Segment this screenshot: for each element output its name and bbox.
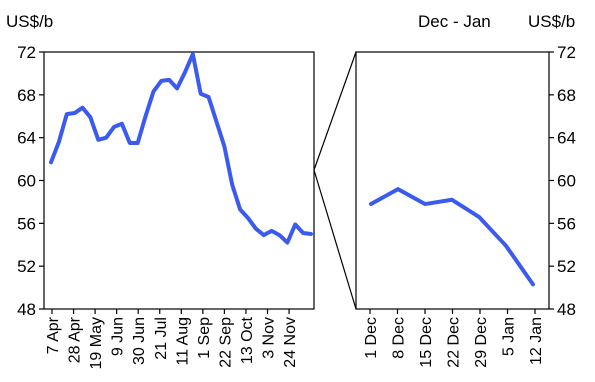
left-y-axis: 48 52 56 60 64 68 72 — [17, 43, 44, 319]
x-tick-label: 7 Apr — [45, 316, 62, 354]
right-unit-label: US$/b — [528, 12, 575, 31]
x-tick-label: 19 May — [88, 317, 105, 369]
x-tick-label: 1 Sep — [196, 317, 213, 359]
x-tick-label: 3 Nov — [261, 317, 278, 359]
right-series-group — [371, 189, 533, 284]
x-tick-label: 29 Dec — [473, 317, 490, 368]
y-tick-label: 72 — [557, 43, 576, 62]
x-tick-label: 28 Apr — [67, 316, 84, 363]
x-tick-label: 22 Sep — [217, 317, 234, 368]
x-tick-label: 5 Jan — [501, 317, 518, 356]
x-tick-label: 30 Jun — [131, 317, 148, 365]
y-tick-label: 56 — [17, 214, 36, 233]
right-chart-title: Dec - Jan — [418, 12, 491, 31]
x-tick-label: 9 Jun — [110, 317, 127, 356]
y-tick-label: 68 — [17, 86, 36, 105]
left-chart: US$/b 48 52 56 60 64 68 72 7 Apr 28 Apr 19 May 9 … — [6, 12, 314, 369]
x-tick-label: 11 Aug — [174, 317, 191, 366]
x-tick-label: 12 Jan — [528, 317, 545, 365]
right-x-axis: 1 Dec 8 Dec 15 Dec 22 Dec 29 Dec 5 Jan 12 Jan — [363, 309, 545, 368]
right-y-axis: 48 52 56 60 64 68 72 — [549, 43, 576, 319]
x-tick-label: 8 Dec — [391, 317, 408, 359]
left-plot-frame — [44, 52, 314, 309]
y-tick-label: 72 — [17, 43, 36, 62]
y-tick-label: 64 — [17, 129, 36, 148]
x-tick-label: 1 Dec — [363, 317, 380, 359]
x-tick-label: 15 Dec — [418, 317, 435, 368]
y-tick-label: 68 — [557, 86, 576, 105]
y-tick-label: 56 — [557, 214, 576, 233]
y-tick-label: 60 — [557, 172, 576, 191]
y-tick-label: 60 — [17, 172, 36, 191]
right-plot-frame — [356, 52, 549, 309]
left-unit-label: US$/b — [6, 12, 53, 31]
zoom-connector-bottom — [314, 170, 356, 309]
series-line — [371, 189, 533, 284]
x-tick-label: 22 Dec — [446, 317, 463, 368]
x-tick-label: 13 Oct — [239, 316, 256, 364]
y-tick-label: 48 — [557, 300, 576, 319]
x-tick-label: 24 Nov — [282, 317, 299, 368]
left-series-group — [51, 54, 311, 242]
left-x-axis: 7 Apr 28 Apr 19 May 9 Jun 30 Jun 21 Jul 11 Aug… — [45, 309, 299, 369]
y-tick-label: 52 — [17, 257, 36, 276]
y-tick-label: 48 — [17, 300, 36, 319]
right-chart: Dec - Jan US$/b 48 52 56 60 64 68 72 1 Dec 8 De… — [356, 12, 576, 368]
x-tick-label: 21 Jul — [153, 317, 170, 360]
zoom-connector-top — [314, 52, 356, 170]
zoom-connector — [314, 52, 356, 309]
y-tick-label: 64 — [557, 129, 576, 148]
series-line — [51, 54, 311, 242]
y-tick-label: 52 — [557, 257, 576, 276]
